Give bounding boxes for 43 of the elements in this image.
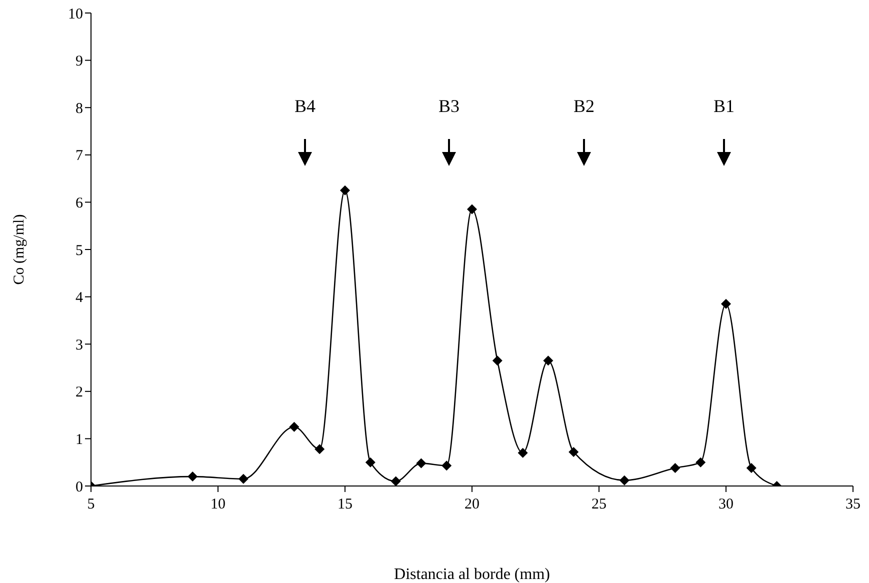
y-tick-label: 2 xyxy=(76,384,83,401)
annotation: B3 xyxy=(438,96,460,116)
y-tick-label: 1 xyxy=(76,432,83,448)
x-tick-label: 20 xyxy=(464,496,480,513)
point xyxy=(467,204,477,214)
x-tick-label: 10 xyxy=(210,496,226,513)
y-tick-label: 5 xyxy=(76,242,83,259)
y-axis-title: Co (mg/ml) xyxy=(11,214,28,285)
point xyxy=(365,457,376,468)
y-tick-label: 6 xyxy=(76,196,84,212)
point xyxy=(188,472,198,482)
point xyxy=(390,476,401,486)
point xyxy=(568,446,579,457)
point xyxy=(543,356,554,366)
x-tick-label: 30 xyxy=(718,496,734,513)
x-tick-label: 15 xyxy=(338,496,352,513)
point xyxy=(721,298,731,309)
y-tick-label: 10 xyxy=(68,6,83,22)
x-tick-label: 5 xyxy=(87,496,95,513)
point xyxy=(289,422,300,432)
y-tick-label: 0 xyxy=(76,479,83,496)
point xyxy=(619,475,630,486)
point xyxy=(340,185,350,196)
y-tick-label: 4 xyxy=(76,290,84,306)
annotation: B2 xyxy=(573,96,595,116)
x-axis-title: Distancia al borde (mm) xyxy=(394,566,550,583)
point xyxy=(670,463,680,474)
point xyxy=(696,457,706,468)
point xyxy=(442,460,452,471)
y-tick-label: 3 xyxy=(76,337,83,354)
point xyxy=(314,444,325,454)
annotation: B4 xyxy=(294,96,316,116)
point xyxy=(518,448,528,458)
y-tick-label: 7 xyxy=(76,148,84,164)
point xyxy=(746,463,756,474)
y-tick-label: 8 xyxy=(76,100,83,117)
x-tick-label: 35 xyxy=(846,496,860,513)
annotation: B1 xyxy=(713,96,735,116)
point xyxy=(416,458,426,468)
point xyxy=(492,356,502,366)
y-tick-label: 9 xyxy=(76,54,83,70)
point xyxy=(238,474,248,484)
x-tick-label: 25 xyxy=(592,496,606,513)
